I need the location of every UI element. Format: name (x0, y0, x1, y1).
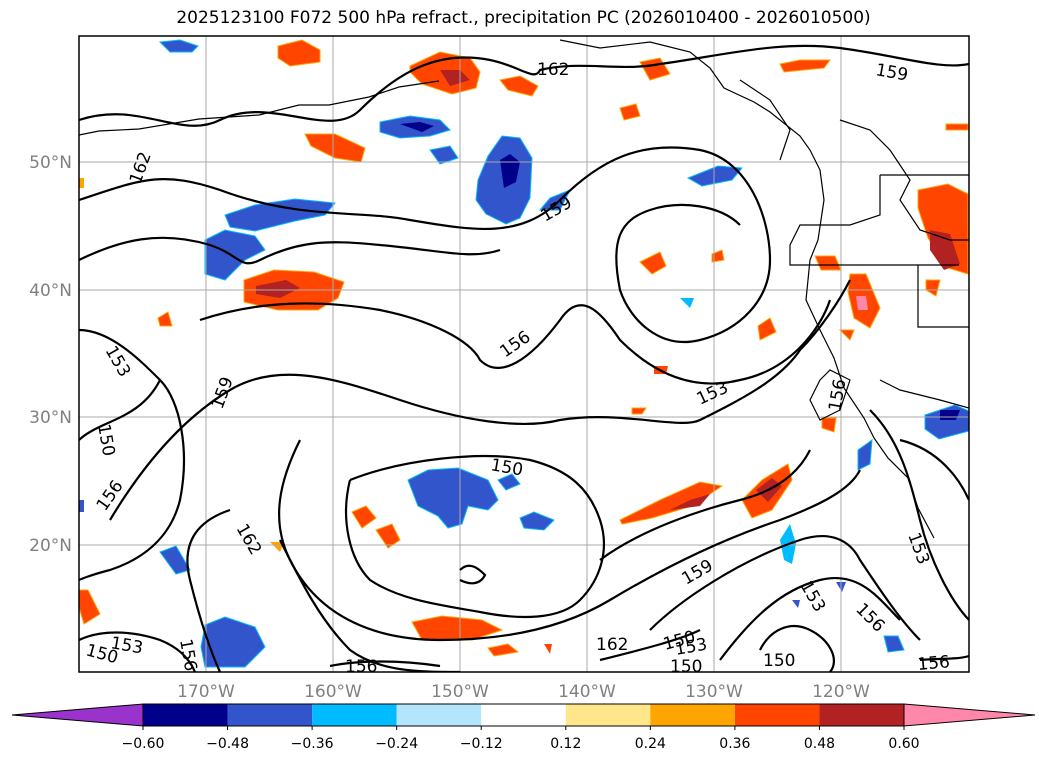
colorbar-segment (650, 704, 735, 726)
colorbar-tick-label: 0.36 (719, 736, 750, 752)
colorbar-frame (142, 703, 905, 727)
colorbar-tick-label: −0.12 (460, 736, 503, 752)
contour-label: 162 (596, 635, 628, 655)
latitude-labels: 50°N 40°N 30°N 20°N (29, 153, 72, 556)
contour-label: 162 (537, 60, 569, 80)
precip-positive-areas (79, 39, 969, 657)
colorbar-segment (312, 704, 397, 726)
map-title: 2025123100 F072 500 hPa refract., precip… (176, 8, 871, 28)
colorbar-segment (227, 704, 313, 726)
contour-lines (79, 44, 969, 672)
colorbar-extend-high (903, 703, 1036, 727)
colorbar: −0.60 −0.48 −0.36 −0.24 −0.12 0.12 0.24 0.36 0.4… (11, 703, 1036, 752)
lat-label-20n: 20°N (29, 536, 72, 556)
lon-label-140w: 140°W (558, 682, 616, 702)
coastlines (79, 39, 969, 539)
lat-label-40n: 40°N (29, 281, 72, 301)
contour-label: 150 (763, 651, 795, 671)
colorbar-segment (143, 704, 228, 726)
longitude-labels: 170°W 160°W 150°W 140°W 130°W 120°W (177, 682, 870, 702)
contour-label: 156 (345, 657, 377, 677)
colorbar-tick-label: −0.60 (122, 736, 165, 752)
lon-label-130w: 130°W (685, 682, 743, 702)
colorbar-tick-label: −0.36 (291, 736, 334, 752)
graticule (79, 36, 969, 672)
colorbar-tick-label: 0.48 (804, 736, 835, 752)
colorbar-segment (819, 704, 904, 726)
contour-label: 156 (917, 652, 951, 675)
lon-label-160w: 160°W (304, 682, 362, 702)
colorbar-tick-label: 0.24 (635, 736, 666, 752)
colorbar-segment (396, 704, 482, 726)
lat-label-50n: 50°N (29, 153, 72, 173)
colorbar-tick-label: 0.12 (550, 736, 581, 752)
colorbar-segment (734, 704, 820, 726)
colorbar-tick-label: −0.48 (206, 736, 249, 752)
lon-label-170w: 170°W (177, 682, 235, 702)
colorbar-segment (481, 704, 566, 726)
lat-label-30n: 30°N (29, 408, 72, 428)
colorbar-extend-low (11, 703, 144, 727)
lon-label-120w: 120°W (812, 682, 870, 702)
map-area (79, 36, 969, 672)
lon-label-150w: 150°W (431, 682, 489, 702)
precip-negative-areas (79, 39, 969, 668)
colorbar-tick-label: 0.60 (888, 736, 919, 752)
map-border (78, 35, 970, 673)
colorbar-tick-label: −0.24 (375, 736, 418, 752)
colorbar-segment (565, 704, 651, 726)
contour-label: 150 (670, 657, 702, 677)
